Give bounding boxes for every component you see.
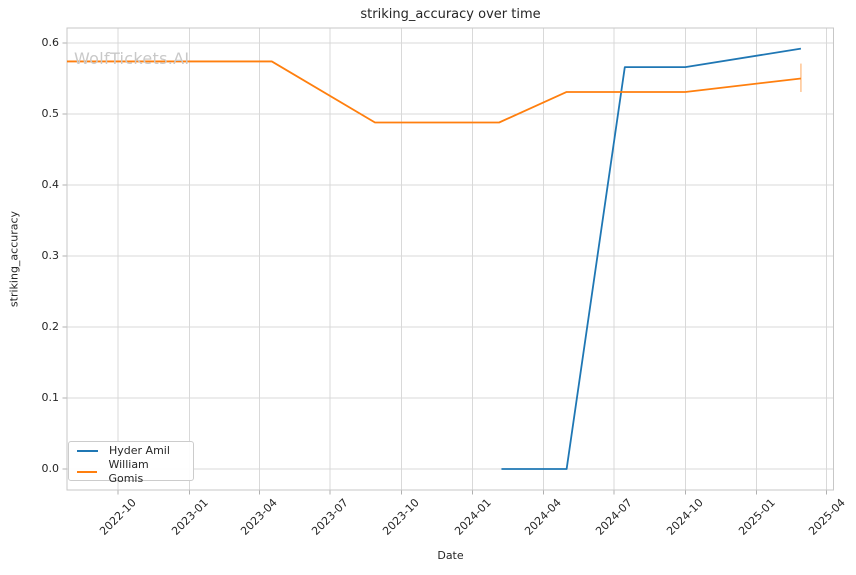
legend: Hyder Amil William Gomis <box>68 441 194 485</box>
x-axis-label: Date <box>437 549 464 562</box>
watermark: WolfTickets.AI <box>74 49 190 68</box>
legend-line-swatch <box>77 471 98 473</box>
chart-title: striking_accuracy over time <box>360 7 541 22</box>
legend-item-hyder-amil: Hyder Amil <box>77 444 185 458</box>
legend-item-william-gomis: William Gomis <box>77 458 185 486</box>
series-line-william-gomis <box>67 60 802 124</box>
plot-border <box>66 27 834 491</box>
legend-label: William Gomis <box>108 458 149 485</box>
series-line-hyder-amil <box>501 47 802 470</box>
legend-label: Hyder Amil <box>109 444 170 457</box>
y-axis-label: striking_accuracy <box>7 210 21 308</box>
legend-line-swatch <box>77 450 98 452</box>
